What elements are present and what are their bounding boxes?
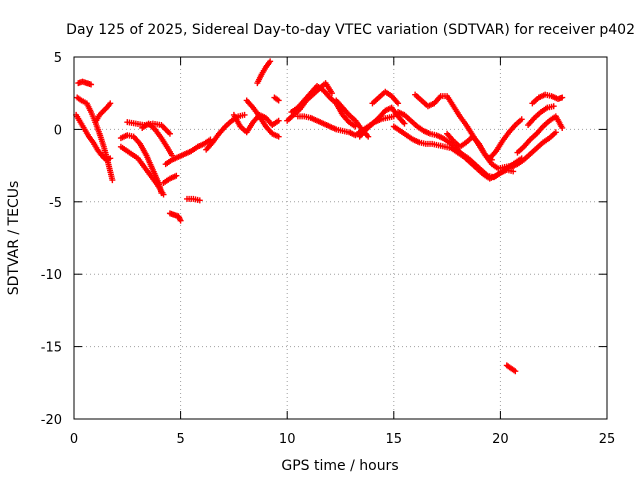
series-arc-q (271, 94, 282, 104)
series-arc-p (254, 58, 274, 87)
series-arc-c (75, 78, 95, 88)
series-arc-h (139, 120, 176, 159)
series-arc-b (74, 94, 116, 184)
x-axis-label: GPS time / hours (281, 458, 398, 474)
x-tick-label: 15 (386, 432, 403, 447)
y-tick-label: 0 (54, 123, 62, 138)
x-tick-label: 20 (492, 432, 509, 447)
x-tick-label: 0 (70, 432, 78, 447)
x-tick-label: 10 (279, 432, 296, 447)
series-arc-ad (514, 113, 566, 156)
chart-title: Day 125 of 2025, Sidereal Day-to-day VTE… (66, 22, 635, 38)
y-tick-label: 5 (54, 51, 62, 66)
series-arc-f (117, 143, 167, 198)
data-point (177, 217, 184, 224)
series-arc-ag (503, 362, 519, 375)
data-point (109, 177, 116, 184)
data-point (275, 117, 282, 124)
data-point (166, 130, 173, 137)
series-arc-v (356, 104, 408, 140)
data-point (401, 120, 408, 127)
data-point (88, 81, 95, 88)
series-arc-af (525, 103, 557, 129)
y-axis-label: SDTVAR / TECUs (6, 181, 22, 296)
grid (74, 57, 607, 419)
y-tick-label: -5 (49, 196, 62, 211)
data-point (559, 94, 566, 101)
data-point (196, 197, 203, 204)
data-point (365, 133, 372, 140)
data-points (73, 58, 566, 375)
series-arc-w (369, 88, 402, 107)
data-point (510, 168, 517, 175)
plot-frame (73, 56, 608, 420)
y-tick-label: -20 (41, 413, 62, 428)
series-arc-ac (508, 129, 559, 171)
series-arc-o (243, 97, 282, 140)
data-point (160, 191, 167, 198)
data-point (512, 368, 519, 375)
data-point (550, 103, 557, 110)
data-point (328, 90, 335, 97)
series-arc-d (92, 100, 114, 126)
series-arc-ab (486, 116, 525, 162)
data-point (559, 124, 566, 131)
series-arc-y (395, 109, 517, 181)
ticks: 0 5 10 15 20 25 5 0 -5 -10 -15 -20 (41, 51, 616, 447)
series-arc-ae (529, 91, 566, 107)
data-point (107, 100, 114, 107)
series-arc-k (166, 210, 184, 224)
series-arc-l (183, 195, 203, 204)
y-tick-label: -10 (41, 268, 62, 283)
data-point (395, 100, 402, 107)
series-arc-j (160, 172, 180, 186)
series-arc-i (162, 136, 214, 168)
x-tick-label: 25 (599, 432, 616, 447)
series-arc-s (288, 82, 359, 130)
y-tick-label: -15 (41, 341, 62, 356)
data-point (518, 116, 525, 123)
data-point (275, 133, 282, 140)
data-point (267, 58, 274, 65)
data-point (241, 111, 248, 118)
data-point (173, 172, 180, 179)
data-point (552, 129, 559, 136)
data-point (275, 97, 282, 104)
x-tick-label: 5 (176, 432, 184, 447)
